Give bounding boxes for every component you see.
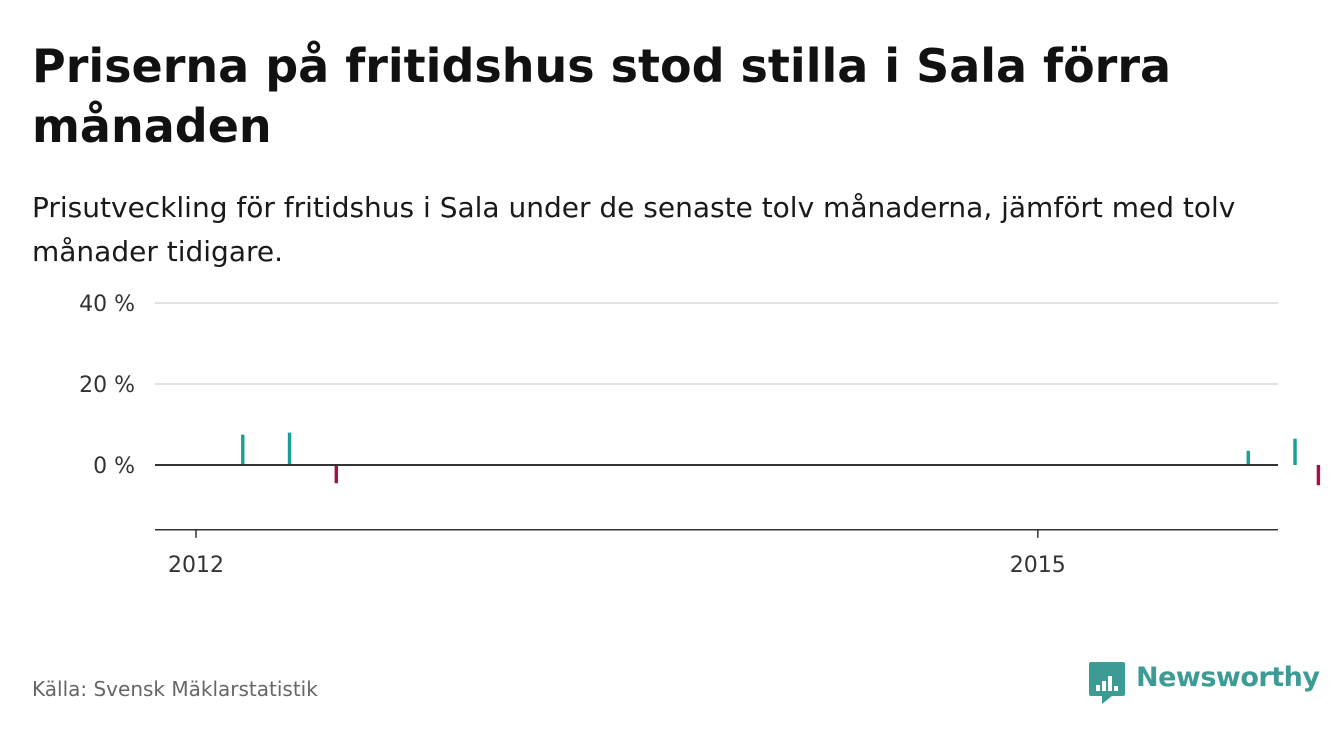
bar (1246, 450, 1250, 465)
bar (334, 465, 338, 484)
y-tick-label: 20 % (79, 373, 135, 398)
bar (241, 434, 245, 465)
bar (1293, 438, 1297, 465)
bar-chart-speech-bubble-icon (1089, 662, 1125, 704)
y-tick-label: 0 % (93, 454, 135, 479)
y-tick-label: 40 % (79, 292, 135, 317)
gridlines (155, 302, 1278, 385)
source-note: Källa: Svensk Mäklarstatistik (32, 677, 318, 701)
brand-name: Newsworthy (1136, 662, 1320, 693)
x-tick-label: 2012 (168, 553, 224, 578)
chart-title: Priserna på fritidshus stod stilla i Sal… (32, 39, 1172, 153)
bar (287, 432, 292, 465)
bar-chart: 0 %20 %40 %201220152018202120230 % (79, 292, 1321, 578)
bar (1316, 465, 1321, 486)
brand-logo[interactable]: Newsworthy (1088, 660, 1320, 706)
x-tick-label: 2015 (1010, 553, 1066, 578)
axes: 0 %20 %40 %201220152018202120230 % (79, 292, 1278, 578)
chart-subtitle: Prisutveckling för fritidshus i Sala und… (32, 191, 1236, 268)
bars (241, 432, 1321, 486)
